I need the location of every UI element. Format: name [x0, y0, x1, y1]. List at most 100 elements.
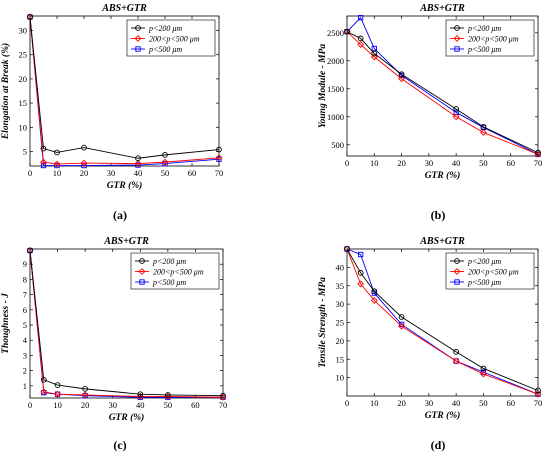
- x-tick-label: 20: [397, 158, 406, 168]
- y-axis-label: Tensile Strength - MPa: [318, 277, 328, 368]
- legend-box: [126, 19, 216, 57]
- x-tick-label: 60: [191, 400, 200, 410]
- chart-title: ABS+GTR: [419, 236, 465, 247]
- legend-marker: [138, 268, 146, 275]
- data-point-red: [219, 393, 227, 401]
- legend-label: 200<p<500 μm: [468, 35, 519, 44]
- legend-label: p<500 μm: [467, 278, 501, 287]
- y-tick-label: 40: [336, 262, 345, 272]
- legend-label: p<200 μm: [467, 257, 501, 266]
- y-tick-label: 4: [23, 335, 28, 345]
- data-point-black: [535, 149, 541, 156]
- panel-tensile-strength: ABS+GTR 0 10 20 30 40 50 60 70 10 15 20 25 30 35 40 GTR …: [318, 236, 542, 421]
- x-tick-label: 50: [479, 158, 488, 168]
- x-tick-label: 70: [534, 158, 543, 168]
- x-tick-label: 60: [506, 158, 515, 168]
- data-point-red: [479, 129, 487, 136]
- legend-marker: [453, 35, 461, 42]
- data-point-blue: [135, 162, 141, 168]
- data-point-black: [165, 392, 171, 398]
- x-tick-label: 50: [164, 400, 173, 410]
- data-point-black: [137, 391, 144, 398]
- data-point-black: [535, 387, 541, 394]
- x-axis-label: GTR (%): [109, 412, 145, 423]
- data-point-red: [54, 390, 62, 398]
- x-tick-label: 20: [397, 398, 406, 408]
- data-point-black: [371, 288, 378, 295]
- data-point-red: [161, 158, 169, 166]
- x-tick-label: 70: [534, 398, 543, 408]
- y-tick-label: 7: [23, 290, 27, 300]
- data-point-red: [534, 390, 542, 398]
- x-tick-label: 40: [136, 400, 145, 410]
- y-tick-label: 500: [331, 140, 344, 150]
- legend-marker: [135, 46, 141, 52]
- legend-marker: [454, 258, 460, 264]
- data-point-red: [452, 357, 460, 365]
- y-tick-label: 10: [19, 122, 28, 132]
- x-axis-label: GTR (%): [107, 180, 143, 191]
- y-tick-label: 6: [23, 305, 27, 315]
- x-tick-label: 20: [81, 400, 90, 410]
- x-tick-label: 40: [452, 158, 461, 168]
- y-tick-label: 20: [336, 336, 345, 346]
- x-tick-label: 70: [219, 400, 228, 410]
- x-tick-label: 30: [425, 158, 434, 168]
- legend-label: 200<p<500 μm: [153, 268, 204, 277]
- x-tick-label: 40: [452, 398, 461, 408]
- data-point-red: [357, 280, 365, 288]
- x-tick-label: 30: [108, 400, 117, 410]
- legend-label: 200<p<500 μm: [149, 35, 200, 44]
- data-point-black: [27, 14, 33, 20]
- y-tick-label: 3: [23, 350, 27, 360]
- legend-label: p<200 μm: [467, 24, 501, 33]
- data-point-black: [480, 365, 487, 372]
- data-point-blue: [162, 160, 168, 167]
- legend-box: [445, 19, 535, 57]
- x-tick-label: 30: [107, 168, 116, 178]
- y-tick-label: 15: [19, 98, 28, 108]
- y-tick-label: 5: [23, 320, 27, 330]
- x-tick-label: 10: [370, 398, 379, 408]
- data-point-red: [357, 41, 365, 48]
- y-tick-label: 2000: [327, 56, 344, 66]
- data-point-red: [80, 159, 88, 167]
- chart-title: ABS+GTR: [101, 3, 147, 14]
- data-point-black: [453, 349, 459, 355]
- legend-marker: [134, 35, 142, 42]
- series-line-red: [29, 16, 220, 165]
- legend-marker: [454, 279, 460, 285]
- legend-marker: [454, 25, 460, 31]
- y-tick-label: 10: [336, 373, 345, 383]
- data-point-blue: [40, 162, 47, 169]
- x-tick-label: 60: [188, 168, 197, 178]
- series-line-black: [29, 16, 220, 159]
- panel-young-module: ABS+GTR 0 10 20 30 40 50 60 70 500 1000 1500 2000 250…: [318, 3, 542, 181]
- y-axis-label: Elongation at Break (%): [0, 43, 11, 140]
- chart-title: ABS+GTR: [419, 3, 465, 14]
- legend-label: p<500 μm: [152, 278, 186, 287]
- y-tick-label: 1: [23, 381, 27, 391]
- y-tick-label: 15: [336, 354, 345, 364]
- data-point-black: [398, 314, 405, 320]
- legend-label: p<200 μm: [152, 257, 186, 266]
- data-point-red: [164, 393, 172, 400]
- series-line-red: [346, 248, 539, 395]
- y-tick-label: 2500: [327, 28, 344, 38]
- x-tick-label: 10: [370, 158, 379, 168]
- data-point-black: [40, 145, 47, 152]
- legend-label: 200<p<500 μm: [468, 268, 519, 277]
- caption-c: (c): [113, 438, 127, 452]
- x-tick-label: 0: [28, 400, 32, 410]
- data-point-black: [357, 270, 364, 276]
- x-tick-label: 30: [425, 398, 434, 408]
- x-axis-label: GTR (%): [425, 410, 461, 421]
- panel-elongation-at-break: ABS+GTR 0 10 20 30 40 50 60 70 5 10 15 20 25 30 GTR (%)…: [0, 3, 223, 191]
- x-tick-label: 70: [215, 168, 224, 178]
- x-tick-label: 50: [479, 398, 488, 408]
- data-point-red: [452, 113, 460, 121]
- data-point-black: [344, 246, 350, 252]
- y-tick-label: 25: [19, 50, 28, 60]
- series-line-blue: [346, 248, 539, 395]
- legend-marker: [139, 279, 145, 285]
